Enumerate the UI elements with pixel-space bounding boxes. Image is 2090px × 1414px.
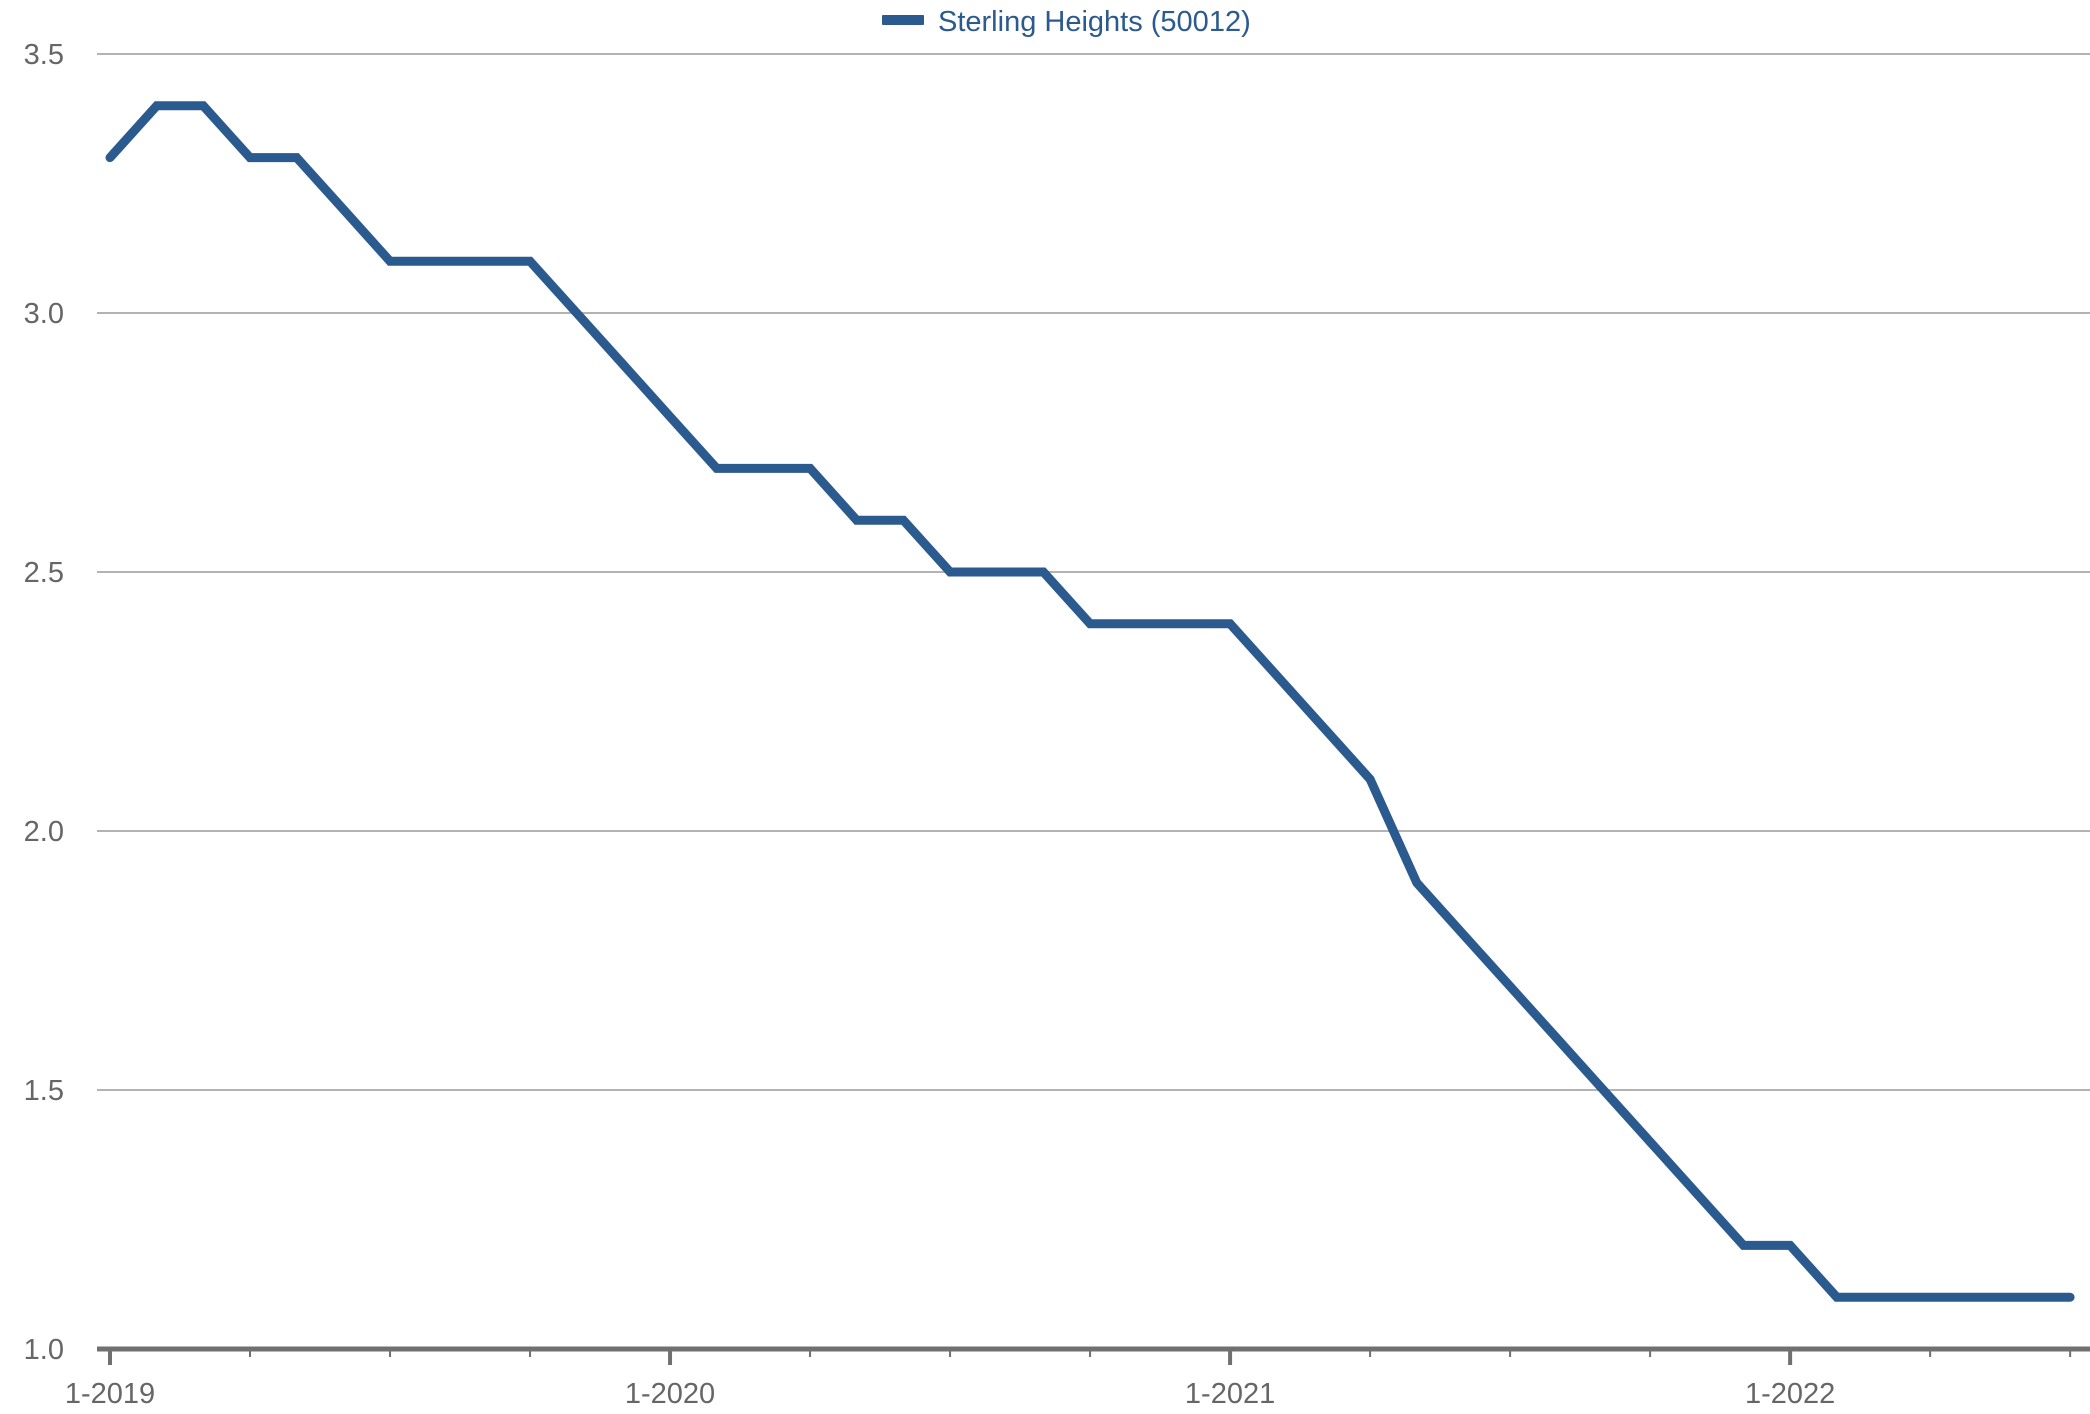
y-tick-label: 3.5	[24, 39, 64, 71]
x-tick-label: 1-2020	[625, 1378, 715, 1410]
y-tick-label: 1.0	[24, 1334, 64, 1366]
y-tick-label: 3.0	[24, 298, 64, 330]
legend-label: Sterling Heights (50012)	[938, 6, 1251, 38]
series-layer	[105, 101, 2075, 1302]
x-tick-label: 1-2019	[65, 1378, 155, 1410]
x-tick-label: 1-2022	[1745, 1378, 1835, 1410]
y-tick-label: 1.5	[24, 1075, 64, 1107]
legend-swatch	[882, 15, 924, 25]
y-tick-label: 2.5	[24, 557, 64, 589]
x-tick-label: 1-2021	[1185, 1378, 1275, 1410]
gridlines	[97, 53, 2090, 1091]
axes: 1.0 1.5 2.0 2.5 3.0 3.5 1-2019 1-2020 1-2021 1-20…	[24, 39, 2090, 1410]
legend[interactable]: Sterling Heights (50012)	[882, 6, 1251, 38]
y-tick-label: 2.0	[24, 816, 64, 848]
series-line-0	[105, 101, 2075, 1302]
